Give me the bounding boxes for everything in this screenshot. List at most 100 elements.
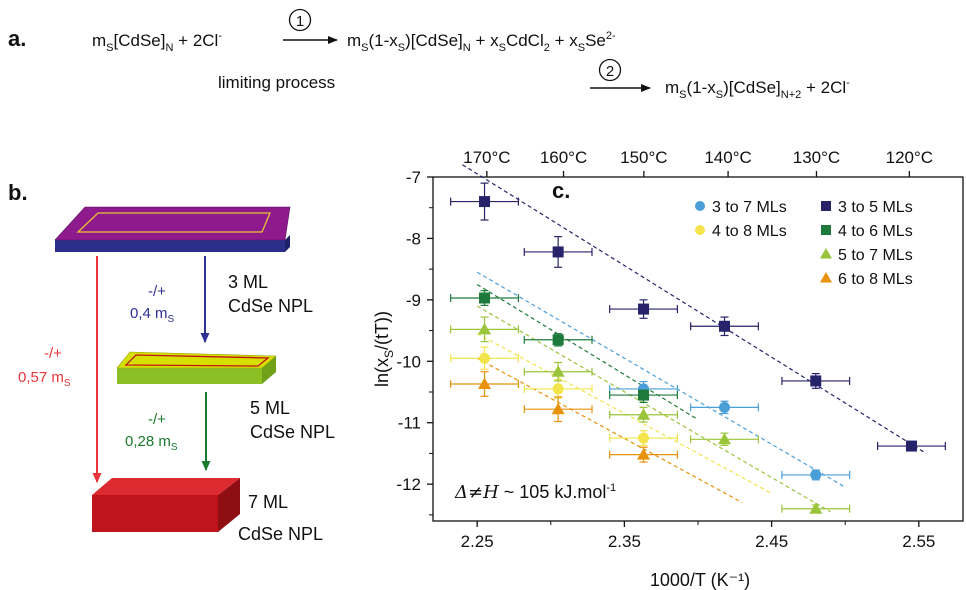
data-point — [479, 196, 491, 208]
ml5-platelet-edge — [124, 354, 270, 367]
arrow-3ml-7ml-sign: -/+ — [44, 345, 62, 362]
step2-products: mS(1-xS)[CdSe]N+2 + 2Cl- — [665, 77, 850, 101]
fit-lines — [462, 164, 927, 513]
ml5-label-line2: CdSe NPL — [250, 422, 335, 442]
legend-label: 5 to 7 MLs — [838, 247, 913, 264]
data-point — [719, 401, 730, 413]
ml7-label-line2: CdSe NPL — [238, 524, 323, 544]
ml7-platelet-side — [218, 478, 240, 532]
legend-marker — [695, 225, 705, 235]
data-point — [638, 389, 650, 401]
arrow-3ml-7ml-amount: 0,57 mS — [18, 369, 71, 389]
legend-label: 4 to 6 MLs — [838, 223, 913, 240]
data-point — [552, 383, 564, 395]
legend: 3 to 7 MLs 3 to 5 MLs 4 to 8 MLs 4 to 6 MLs… — [695, 199, 913, 288]
ml3-platelet-top — [54, 206, 291, 241]
step2-number-circle — [598, 58, 622, 82]
data-point — [810, 375, 822, 387]
x-tick-label: 2.55 — [902, 532, 935, 551]
top-axis-label: 160°C — [540, 148, 587, 167]
legend-marker — [820, 272, 832, 283]
data-points — [478, 196, 917, 514]
step1-number-circle — [288, 8, 312, 32]
ml7-platelet-top — [92, 478, 240, 495]
arrow-3ml-5ml-sign: -/+ — [148, 283, 166, 300]
y-tick-label: -7 — [406, 168, 421, 187]
panel-c-label: c. — [552, 178, 570, 203]
reactant-equation: mS[CdSe]N + 2Cl- — [92, 30, 222, 54]
arrow-3ml-5ml-amount: 0,4 mS — [130, 305, 175, 325]
top-axis-label: 140°C — [704, 148, 751, 167]
legend-marker — [821, 225, 831, 235]
data-point — [637, 448, 651, 460]
y-tick-label: -11 — [398, 414, 421, 433]
data-point — [719, 320, 730, 332]
fit-line — [476, 271, 846, 488]
top-axis-label: 130°C — [793, 148, 840, 167]
legend-label: 3 to 7 MLs — [712, 199, 787, 216]
ml5-label-line1: 5 ML — [250, 398, 290, 418]
data-point — [551, 365, 565, 377]
data-point — [905, 440, 917, 452]
y-tick-label: -8 — [406, 229, 421, 248]
ml5-platelet-front — [117, 368, 262, 384]
ml3-platelet-front — [55, 240, 285, 252]
ml7-label-line1: 7 ML — [248, 492, 288, 512]
fit-line — [476, 305, 831, 513]
step1-number: 1 — [296, 13, 304, 30]
limiting-process-label: limiting process — [218, 73, 335, 92]
legend-marker — [821, 201, 831, 211]
ml3-platelet-side — [285, 235, 290, 252]
x-axis-label: 1000/T (K⁻¹) — [650, 570, 750, 590]
data-point — [478, 322, 492, 335]
data-point — [638, 432, 650, 444]
ml3-label-line2: CdSe NPL — [228, 296, 313, 316]
panel-c-chart: 2.25 2.35 2.45 2.55 -7 -8 -9 -10 -11 -12 170°C 160°… — [372, 148, 964, 590]
y-tick-label: -10 — [396, 352, 421, 371]
data-point — [638, 303, 650, 315]
data-point — [809, 502, 823, 514]
top-axis-label: 120°C — [886, 148, 933, 167]
ml7-platelet-front — [92, 495, 218, 532]
ml7-platelet — [92, 478, 240, 532]
y-tick-label: -9 — [406, 291, 421, 310]
ml3-label-line1: 3 ML — [228, 272, 268, 292]
step2-number: 2 — [606, 63, 614, 80]
y-axis-label: ln(xS/(tT)) — [372, 311, 396, 387]
data-point — [718, 432, 731, 445]
x-tick-label: 2.35 — [608, 532, 641, 551]
panel-a: a. mS[CdSe]N + 2Cl- 1 mS(1-xS)[CdSe]N + … — [8, 8, 850, 101]
top-axis-label: 150°C — [620, 148, 667, 167]
ml3-platelet — [54, 206, 291, 252]
fit-line — [476, 357, 743, 504]
fit-line — [476, 283, 699, 421]
data-point — [637, 408, 651, 420]
activation-enthalpy-annotation: Δ≠H ~ 105 kJ.mol-1 — [454, 482, 616, 503]
arrow-5ml-7ml-sign: -/+ — [148, 411, 166, 428]
x-tick-label: 2.25 — [461, 532, 494, 551]
y-tick-label: -12 — [396, 475, 421, 494]
data-point — [479, 292, 491, 304]
x-tick-label: 2.45 — [755, 532, 788, 551]
data-point — [810, 469, 822, 481]
data-point — [479, 352, 491, 364]
step1-products: mS(1-xS)[CdSe]N + xSCdCl2 + xSSe2- — [347, 30, 616, 54]
legend-marker — [695, 201, 705, 211]
ml3-platelet-edge — [76, 212, 271, 233]
arrow-5ml-7ml-amount: 0,28 mS — [125, 433, 178, 453]
data-point — [552, 246, 564, 258]
legend-marker — [820, 248, 832, 259]
panel-b-label: b. — [8, 180, 28, 205]
top-axis-label: 170°C — [463, 148, 510, 167]
panel-a-label: a. — [8, 26, 26, 51]
ml5-platelet-side — [262, 356, 276, 384]
panel-b: b. 3 ML CdSe NPL 5 ML CdSe NPL 7 ML CdSe… — [8, 180, 335, 544]
fit-line — [462, 164, 927, 454]
data-point — [551, 402, 565, 415]
legend-label: 6 to 8 MLs — [838, 271, 913, 288]
data-point — [552, 334, 564, 346]
data-point — [478, 377, 492, 390]
ml5-platelet — [116, 351, 277, 384]
tick-layer: 2.25 2.35 2.45 2.55 -7 -8 -9 -10 -11 -12 170°C 160°… — [396, 148, 935, 551]
